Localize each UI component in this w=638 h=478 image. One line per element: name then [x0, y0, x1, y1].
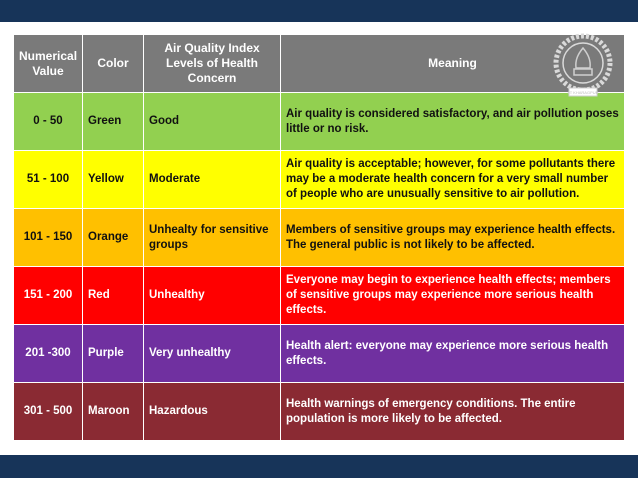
cell-level: Unhealthy [143, 266, 281, 325]
cell-color: Maroon [82, 382, 144, 441]
table-row: 151 - 200 Red Unhealthy Everyone may beg… [13, 266, 625, 325]
cell-value: 51 - 100 [13, 150, 83, 209]
cell-value: 151 - 200 [13, 266, 83, 325]
aqi-table: Numerical Value Color Air Quality Index … [13, 34, 625, 441]
cell-level: Unhealty for sensitive groups [143, 208, 281, 267]
header-numerical-value: Numerical Value [13, 34, 83, 93]
cell-color: Red [82, 266, 144, 325]
cell-meaning: Everyone may begin to experience health … [280, 266, 625, 325]
bottom-band [0, 455, 638, 478]
cell-meaning: Members of sensitive groups may experien… [280, 208, 625, 267]
table-row: 101 - 150 Orange Unhealty for sensitive … [13, 208, 625, 267]
cell-level: Hazardous [143, 382, 281, 441]
table-row: 0 - 50 Green Good Air quality is conside… [13, 92, 625, 151]
header-levels: Air Quality Index Levels of Health Conce… [143, 34, 281, 93]
cell-meaning: Health warnings of emergency conditions.… [280, 382, 625, 441]
cell-color: Purple [82, 324, 144, 383]
header-row: Numerical Value Color Air Quality Index … [13, 34, 625, 93]
cell-color: Yellow [82, 150, 144, 209]
cell-color: Green [82, 92, 144, 151]
cell-value: 101 - 150 [13, 208, 83, 267]
cell-value: 201 -300 [13, 324, 83, 383]
cell-meaning: Air quality is considered satisfactory, … [280, 92, 625, 151]
cell-level: Very unhealthy [143, 324, 281, 383]
cell-value: 301 - 500 [13, 382, 83, 441]
cell-meaning: Air quality is acceptable; however, for … [280, 150, 625, 209]
top-band [0, 0, 638, 22]
cell-meaning: Health alert: everyone may experience mo… [280, 324, 625, 383]
cell-level: Good [143, 92, 281, 151]
institute-seal-icon: IIT KHARAGPUR [553, 33, 613, 97]
table-row: 301 - 500 Maroon Hazardous Health warnin… [13, 382, 625, 441]
cell-value: 0 - 50 [13, 92, 83, 151]
svg-text:IIT KHARAGPUR: IIT KHARAGPUR [567, 90, 598, 95]
cell-level: Moderate [143, 150, 281, 209]
header-color: Color [82, 34, 144, 93]
cell-color: Orange [82, 208, 144, 267]
table-row: 201 -300 Purple Very unhealthy Health al… [13, 324, 625, 383]
table-row: 51 - 100 Yellow Moderate Air quality is … [13, 150, 625, 209]
